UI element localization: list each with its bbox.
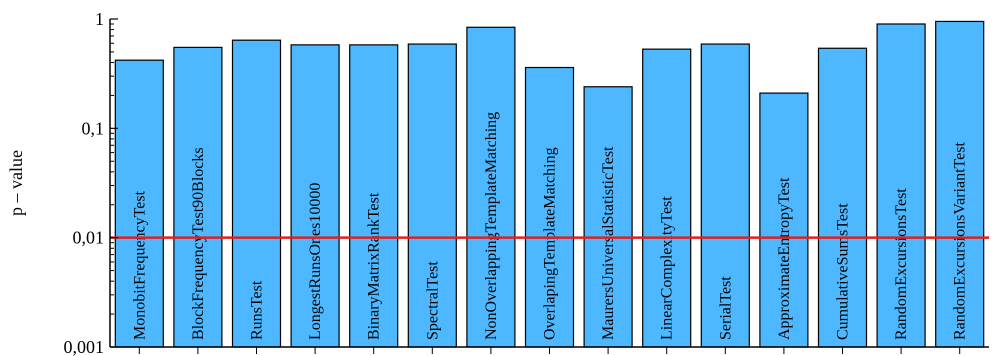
bar-8 [524,66,575,348]
bar-11 [700,43,750,348]
bar-1 [114,59,164,348]
bar-6 [407,43,457,348]
y-axis-label: p – value [6,150,26,216]
bar-label-5: BinaryMatrixRankTest [366,192,383,340]
bar-label-2: BlockFrequencyTest90Blocks [190,147,207,340]
bar-2 [173,46,223,348]
bar-label-13: CumulativeSumsTest [835,203,852,340]
y-tick-label-3: 0,1 [82,118,105,138]
y-tick-label-1: 0,001 [64,337,105,356]
bar-label-1: MonobitFrequencyTest [131,190,148,340]
bar-14 [876,23,926,348]
bar-12 [759,92,809,348]
bar-label-4: LongestRunsOnes10000 [307,183,324,340]
bar-label-9: MaurersUniversalStatisticTest [600,146,617,340]
bar-label-12: ApproximateEntropyTest [776,177,793,340]
y-tick-label-2: 0,01 [73,228,105,248]
bar-label-11: SerialTest [717,276,734,340]
y-tick-label-4: 1 [95,9,104,29]
bar-label-6: SpectralTest [424,261,441,340]
bar-10 [642,48,692,348]
bar-15 [935,20,985,348]
y-ticks-group: 0,001 0,01 0,1 1 [64,9,118,356]
bar-label-3: RunsTest [249,280,266,340]
bar-labels-group: MonobitFrequencyTest BlockFrequencyTest90… [131,112,968,340]
bar-label-8: OverlapingTemplateMatching [542,147,559,340]
bar-label-15: RandomExcursionsVariantTest [952,141,969,340]
x-ticks-group [138,347,961,354]
bar-label-14: RandomExcursionsTest [893,188,910,340]
bar-label-10: LinearComplexityTest [659,196,676,340]
bar-label-7: NonOverlappingTemplateMatching [483,112,500,340]
bar-3 [231,39,282,348]
bar-4 [290,44,340,348]
bars-group [114,20,985,348]
